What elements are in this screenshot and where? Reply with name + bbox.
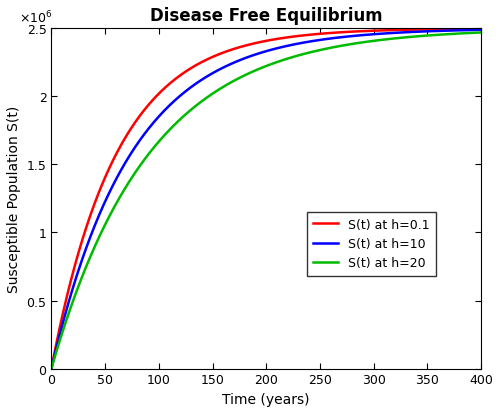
- S(t) at h=20: [126, 179, 132, 184]
- S(t) at h=10: [402, 31, 407, 36]
- S(t) at h=10: [212, 70, 218, 75]
- S(t) at h=20: [48, 366, 54, 371]
- S(t) at h=10: [48, 366, 54, 371]
- Line: S(t) at h=10: S(t) at h=10: [52, 31, 481, 369]
- S(t) at h=0.1: [478, 27, 484, 32]
- Legend: S(t) at h=0.1, S(t) at h=10, S(t) at h=20: S(t) at h=0.1, S(t) at h=10, S(t) at h=2…: [307, 212, 436, 276]
- S(t) at h=10: [369, 33, 375, 38]
- Text: $\times10^6$: $\times10^6$: [19, 9, 52, 26]
- S(t) at h=10: [478, 28, 484, 33]
- X-axis label: Time (years): Time (years): [222, 392, 310, 406]
- S(t) at h=20: [369, 40, 375, 45]
- Title: Disease Free Equilibrium: Disease Free Equilibrium: [150, 7, 382, 25]
- S(t) at h=20: [478, 31, 484, 36]
- S(t) at h=20: [328, 46, 334, 51]
- S(t) at h=0.1: [369, 29, 375, 34]
- S(t) at h=0.1: [212, 54, 218, 59]
- S(t) at h=20: [306, 51, 312, 56]
- S(t) at h=10: [328, 37, 334, 42]
- Line: S(t) at h=0.1: S(t) at h=0.1: [52, 30, 481, 369]
- S(t) at h=10: [306, 40, 312, 45]
- S(t) at h=10: [126, 154, 132, 159]
- S(t) at h=0.1: [328, 31, 334, 36]
- S(t) at h=0.1: [402, 28, 407, 33]
- Line: S(t) at h=20: S(t) at h=20: [52, 33, 481, 369]
- S(t) at h=20: [212, 90, 218, 95]
- S(t) at h=0.1: [306, 33, 312, 38]
- S(t) at h=20: [402, 36, 407, 41]
- S(t) at h=0.1: [48, 366, 54, 371]
- Y-axis label: Susceptible Population S(t): Susceptible Population S(t): [7, 106, 21, 292]
- S(t) at h=0.1: [126, 129, 132, 134]
